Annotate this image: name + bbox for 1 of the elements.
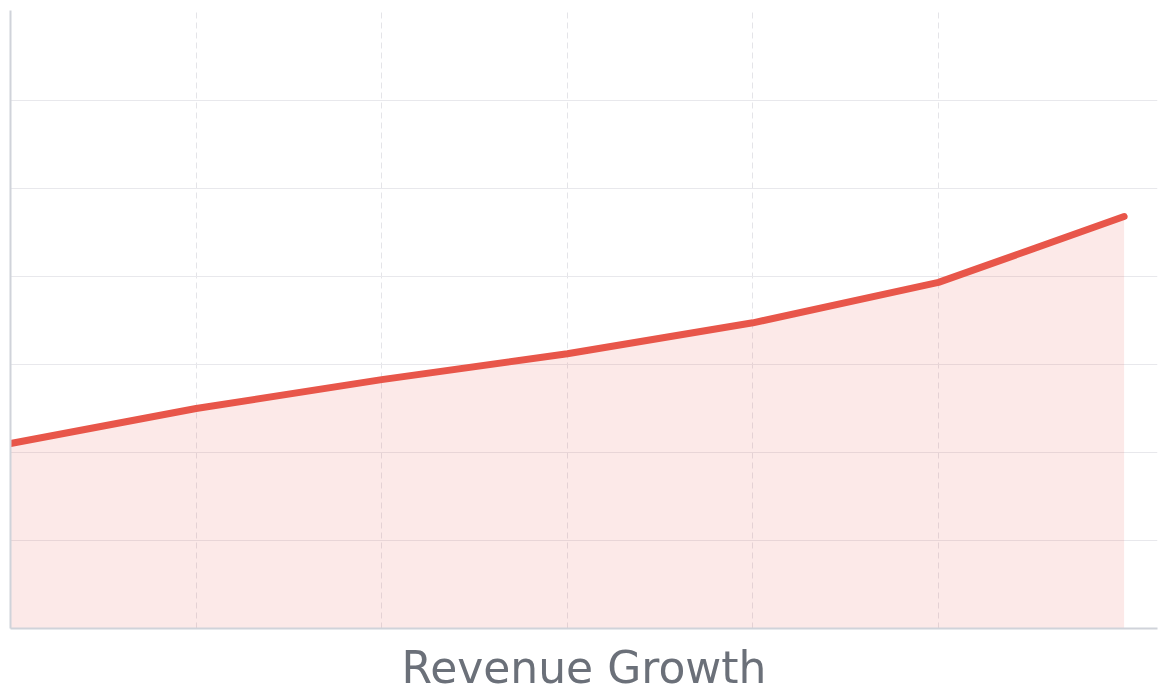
text: Revenue Growth	[401, 641, 767, 693]
